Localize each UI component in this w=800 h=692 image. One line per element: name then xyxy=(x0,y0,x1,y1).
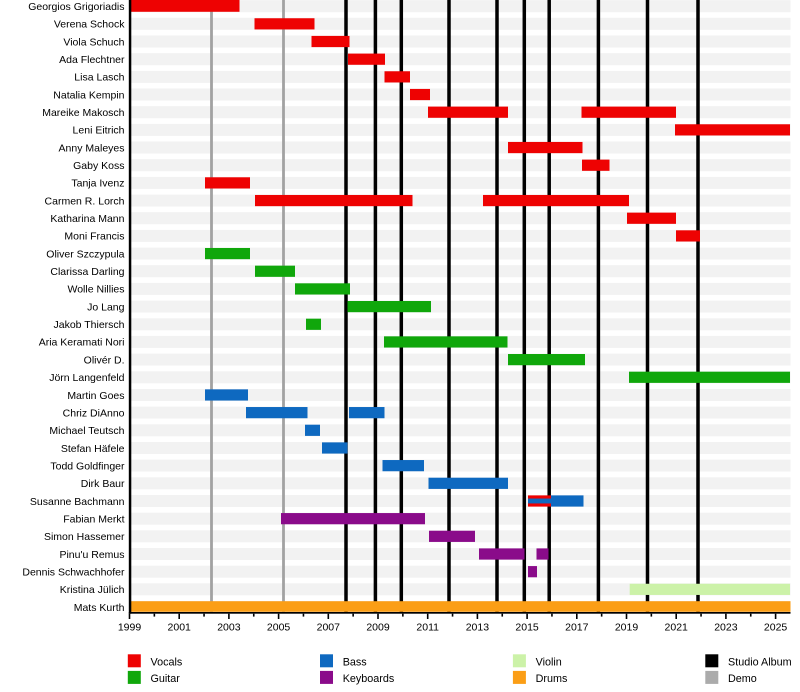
svg-text:Studio Album: Studio Album xyxy=(728,657,792,669)
svg-text:Violin: Violin xyxy=(536,657,562,669)
svg-text:Stefan Häfele: Stefan Häfele xyxy=(61,443,125,455)
svg-text:Wolle Nillies: Wolle Nillies xyxy=(68,284,125,296)
svg-text:Keyboards: Keyboards xyxy=(343,673,395,685)
svg-text:Chriz DiAnno: Chriz DiAnno xyxy=(63,407,125,419)
svg-text:Jörn Langenfeld: Jörn Langenfeld xyxy=(49,372,124,384)
svg-text:2019: 2019 xyxy=(615,622,639,634)
svg-text:Drums: Drums xyxy=(536,673,568,685)
svg-text:Verena Schock: Verena Schock xyxy=(54,19,125,31)
svg-text:Dennis Schwachhofer: Dennis Schwachhofer xyxy=(22,566,125,578)
svg-text:2003: 2003 xyxy=(217,622,241,634)
svg-text:Demo: Demo xyxy=(728,673,757,685)
svg-text:Kristina Jülich: Kristina Jülich xyxy=(60,584,125,596)
svg-text:Aria Keramati Nori: Aria Keramati Nori xyxy=(39,337,125,349)
svg-text:Georgios Grigoriadis: Georgios Grigoriadis xyxy=(28,1,124,13)
svg-text:2009: 2009 xyxy=(366,622,390,634)
svg-text:Clarissa Darling: Clarissa Darling xyxy=(50,266,124,278)
svg-text:Lisa Lasch: Lisa Lasch xyxy=(74,72,124,84)
svg-text:Katharina Mann: Katharina Mann xyxy=(50,213,124,225)
svg-text:Michael Teutsch: Michael Teutsch xyxy=(49,425,124,437)
svg-text:Olivér D.: Olivér D. xyxy=(84,354,125,366)
svg-text:2001: 2001 xyxy=(168,622,192,634)
svg-text:2025: 2025 xyxy=(764,622,788,634)
svg-text:Gaby Koss: Gaby Koss xyxy=(73,160,124,172)
svg-text:Jakob Thiersch: Jakob Thiersch xyxy=(53,319,124,331)
svg-text:Tanja Ivenz: Tanja Ivenz xyxy=(71,178,124,190)
svg-text:Fabian Merkt: Fabian Merkt xyxy=(63,513,124,525)
svg-text:Martin Goes: Martin Goes xyxy=(67,390,124,402)
svg-text:2015: 2015 xyxy=(515,622,539,634)
svg-text:Anny Maleyes: Anny Maleyes xyxy=(59,142,125,154)
svg-text:Oliver Szczypula: Oliver Szczypula xyxy=(46,248,124,260)
svg-text:Susanne Bachmann: Susanne Bachmann xyxy=(30,496,125,508)
svg-text:Guitar: Guitar xyxy=(151,673,181,685)
svg-text:Mats Kurth: Mats Kurth xyxy=(74,602,125,614)
svg-text:Simon Hassemer: Simon Hassemer xyxy=(44,531,125,543)
svg-text:Bass: Bass xyxy=(343,657,368,669)
svg-text:2021: 2021 xyxy=(665,622,689,634)
svg-text:2007: 2007 xyxy=(317,622,341,634)
svg-text:Carmen R. Lorch: Carmen R. Lorch xyxy=(45,195,125,207)
svg-text:Moni Francis: Moni Francis xyxy=(64,231,124,243)
svg-text:Pinu'u Remus: Pinu'u Remus xyxy=(59,549,124,561)
svg-text:2017: 2017 xyxy=(565,622,589,634)
svg-text:2013: 2013 xyxy=(466,622,490,634)
svg-text:1999: 1999 xyxy=(118,622,142,634)
svg-text:2005: 2005 xyxy=(267,622,291,634)
svg-text:2011: 2011 xyxy=(416,622,439,634)
svg-text:Todd Goldfinger: Todd Goldfinger xyxy=(50,460,125,472)
svg-text:Natalia Kempin: Natalia Kempin xyxy=(53,89,124,101)
svg-text:2023: 2023 xyxy=(714,622,738,634)
svg-text:Mareike Makosch: Mareike Makosch xyxy=(42,107,124,119)
svg-text:Dirk Baur: Dirk Baur xyxy=(81,478,125,490)
svg-text:Ada Flechtner: Ada Flechtner xyxy=(59,54,125,66)
svg-text:Viola Schuch: Viola Schuch xyxy=(63,36,124,48)
svg-text:Jo Lang: Jo Lang xyxy=(87,301,125,313)
svg-text:Leni Eitrich: Leni Eitrich xyxy=(73,125,125,137)
svg-text:Vocals: Vocals xyxy=(151,657,183,669)
